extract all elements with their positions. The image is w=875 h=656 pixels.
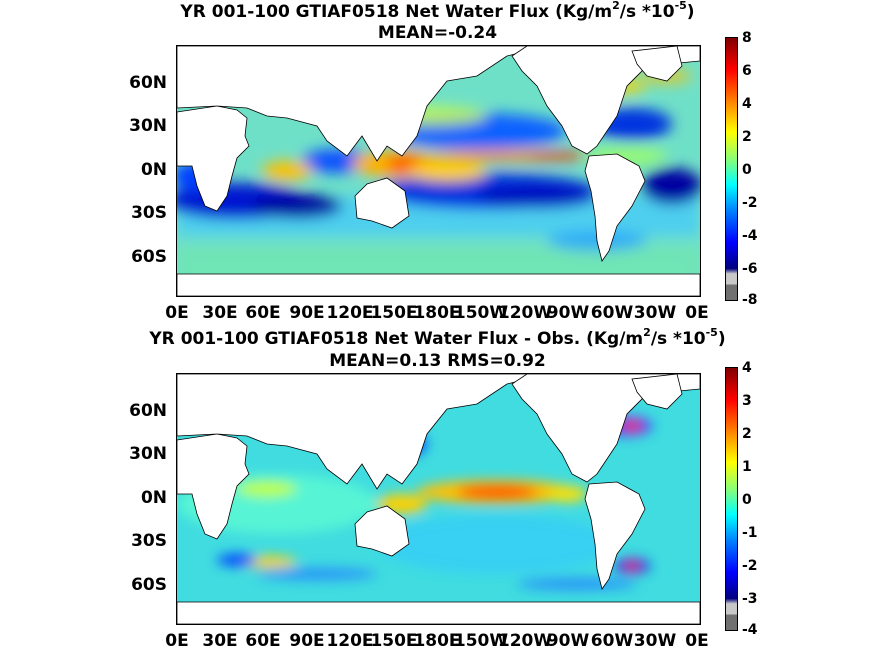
chart2-xtick: 150E xyxy=(370,631,418,651)
chart1-ytick: 60N xyxy=(129,73,167,93)
chart2-cbar-tick: -4 xyxy=(742,622,758,638)
chart1-ytick: 0N xyxy=(140,160,167,180)
chart1-cbar-tick: -2 xyxy=(742,195,758,211)
chart2-xtick: 60E xyxy=(245,631,281,651)
chart2-ytick: 0N xyxy=(140,488,167,508)
chart2-ytick: 30N xyxy=(129,444,167,464)
chart1-map xyxy=(176,45,701,297)
chart2-cbar-tick: -3 xyxy=(742,591,758,607)
chart1-land xyxy=(177,46,700,296)
chart2-map-svg xyxy=(177,374,700,624)
chart2-cbar-tick: 1 xyxy=(742,459,752,475)
chart1-subtitle: MEAN=-0.24 xyxy=(377,23,498,43)
chart2-ytick: 60N xyxy=(129,401,167,421)
chart2-xtick: 90E xyxy=(289,631,325,651)
chart2-cbar-tick: 0 xyxy=(742,492,752,508)
chart2-xtick: 120W xyxy=(497,631,553,651)
chart1-cbar-tick: -8 xyxy=(742,292,758,308)
chart1-xtick: 150W xyxy=(453,303,509,323)
chart1-title: YR 001-100 GTIAF0518 Net Water Flux (Kg/… xyxy=(180,0,695,22)
chart1-cbar-tick: -4 xyxy=(742,228,758,244)
chart2-cbar-tick: 2 xyxy=(742,426,752,442)
chart2-xtick: 90W xyxy=(546,631,590,651)
chart1-ytick: 60S xyxy=(131,247,167,267)
chart2-xtick: 0E xyxy=(685,631,709,651)
chart1-cbar-tick: 2 xyxy=(742,129,752,145)
chart2-ytick: 60S xyxy=(131,575,167,595)
chart1-ytick: 30N xyxy=(129,116,167,136)
chart1-xtick: 90E xyxy=(289,303,325,323)
chart1-xtick: 60E xyxy=(245,303,281,323)
chart2-xtick: 120E xyxy=(326,631,374,651)
chart1-xtick: 120W xyxy=(497,303,553,323)
chart2-xtick: 180E xyxy=(413,631,461,651)
chart2-xtick: 0E xyxy=(165,631,189,651)
chart1-cbar-tick: 4 xyxy=(742,96,752,112)
chart1-xtick: 150E xyxy=(370,303,418,323)
chart1-xtick: 90W xyxy=(546,303,590,323)
chart2-xtick: 30E xyxy=(202,631,238,651)
chart2-colorbar xyxy=(725,367,738,631)
chart1-xtick: 0E xyxy=(165,303,189,323)
chart1-cbar-tick: 8 xyxy=(742,30,752,46)
chart2-land xyxy=(177,374,700,624)
chart2-cbar-tick: -1 xyxy=(742,525,758,541)
chart1-xtick: 0E xyxy=(685,303,709,323)
chart1-cbar-tick: 6 xyxy=(742,63,752,79)
chart1-xtick: 30W xyxy=(633,303,677,323)
chart1-cbar-tick: -6 xyxy=(742,261,758,277)
chart2-xtick: 30W xyxy=(633,631,677,651)
chart1-colorbar xyxy=(725,37,738,301)
chart2-cbar-tick: 3 xyxy=(742,393,752,409)
chart1-map-svg xyxy=(177,46,700,296)
chart1-cbar-tick: 0 xyxy=(742,162,752,178)
chart2-map xyxy=(176,373,701,625)
chart2-cbar-tick: 4 xyxy=(742,360,752,376)
chart1-xtick: 60W xyxy=(590,303,634,323)
chart2-ytick: 30S xyxy=(131,531,167,551)
chart1-xtick: 30E xyxy=(202,303,238,323)
chart1-ytick: 30S xyxy=(131,203,167,223)
chart2-xtick: 60W xyxy=(590,631,634,651)
chart2-subtitle: MEAN=0.13 RMS=0.92 xyxy=(329,351,546,371)
chart2-title: YR 001-100 GTIAF0518 Net Water Flux - Ob… xyxy=(149,326,726,349)
chart2-cbar-tick: -2 xyxy=(742,558,758,574)
chart1-xtick: 120E xyxy=(326,303,374,323)
chart2-xtick: 150W xyxy=(453,631,509,651)
chart1-xtick: 180E xyxy=(413,303,461,323)
